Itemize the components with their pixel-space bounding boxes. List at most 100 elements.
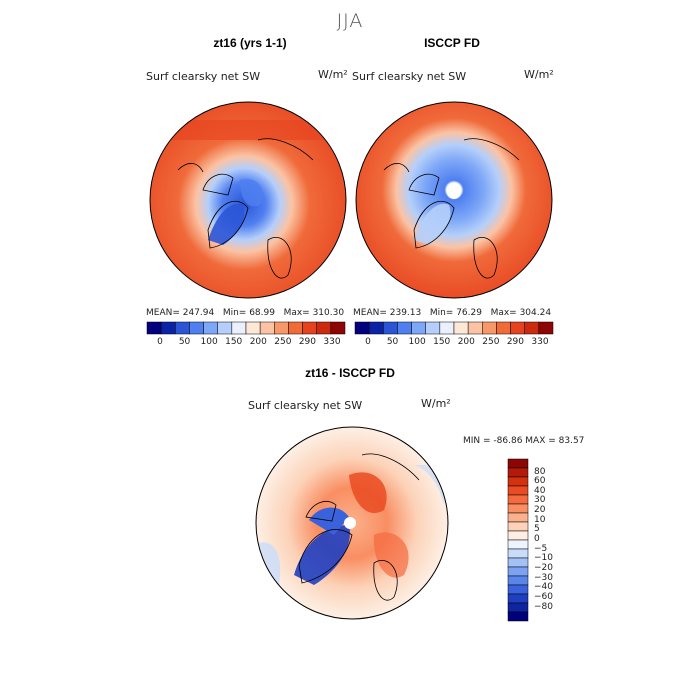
- colorbar-model-swatch: [259, 321, 275, 335]
- page-title: JJA: [336, 10, 364, 32]
- colorbar-diff: [507, 458, 529, 622]
- panel-title-model: zt16 (yrs 1-1): [213, 36, 287, 50]
- colorbar-model-swatch: [146, 321, 162, 335]
- polar-map-diff: [255, 426, 449, 620]
- colorbar-diff-swatch: [507, 467, 529, 478]
- colorbar-diff-swatch: [507, 539, 529, 550]
- colorbar-obs-tick-label: 200: [457, 337, 475, 347]
- colorbar-ticks-model: 0 50 100 150 200 250 290 330: [147, 337, 345, 349]
- colorbar-diff-tick-label: 80: [534, 466, 546, 477]
- colorbar-diff-swatch: [507, 530, 529, 541]
- colorbar-model-tick-label: 200: [249, 337, 267, 347]
- colorbar-diff-tick-label: 60: [534, 476, 546, 487]
- colorbar-obs-swatch: [496, 321, 511, 335]
- colorbar-model-swatch: [231, 321, 247, 335]
- colorbar-diff-swatch: [507, 566, 529, 577]
- colorbar-diff-swatch: [507, 503, 529, 514]
- colorbar-obs-tick-label: 150: [433, 337, 451, 347]
- stat-max-obs: Max= 304.24: [490, 308, 552, 318]
- polar-map-obs: [355, 101, 553, 299]
- colorbar-diff-swatch: [507, 485, 529, 496]
- colorbar-obs-tick-label: 50: [386, 337, 399, 347]
- colorbar-model-swatch: [330, 321, 346, 335]
- colorbar-obs-swatch: [538, 321, 554, 335]
- polar-map-model: [149, 101, 347, 299]
- colorbar-diff-swatch: [507, 593, 529, 604]
- colorbar-diff-tick-label: −5: [534, 543, 548, 554]
- variable-label-model: Surf clearsky net SW: [146, 70, 261, 83]
- colorbar-model-swatch: [189, 321, 204, 335]
- colorbar-model-swatch: [175, 321, 190, 335]
- colorbar-diff-tick-label: −60: [534, 591, 553, 602]
- colorbar-diff-tick-label: −40: [534, 582, 553, 593]
- colorbar-diff-tick-label: 40: [534, 485, 546, 496]
- colorbar-model-tick-label: 330: [323, 337, 341, 347]
- colorbar-diff-swatch: [507, 521, 529, 532]
- colorbar-diff-tick-label: 30: [534, 495, 546, 506]
- colorbar-diff-swatch: [507, 575, 529, 586]
- panel-title-obs: ISCCP FD: [424, 36, 480, 50]
- colorbar-obs-tick-label: 290: [506, 337, 525, 347]
- stats-obs: MEAN= 239.13 Min= 76.29 Max= 304.24: [353, 308, 551, 318]
- colorbar-model-swatch: [245, 321, 261, 335]
- colorbar-obs-swatch: [354, 321, 370, 335]
- stat-min-model: Min= 68.99: [222, 308, 275, 318]
- colorbar-diff-tick-label: 0: [534, 534, 540, 544]
- colorbar-diff-swatch: [507, 602, 529, 613]
- colorbar-obs-swatch: [425, 321, 441, 335]
- colorbar-model-swatch: [302, 321, 317, 335]
- colorbar-ticks-obs: 0 50 100 150 200 250 290 330: [355, 337, 553, 349]
- colorbar-obs-tick-label: 330: [531, 337, 549, 347]
- colorbar-model-swatch: [217, 321, 233, 335]
- colorbar-model-swatch: [274, 321, 289, 335]
- colorbar-model-tick-label: 250: [274, 337, 292, 347]
- units-label-obs: W/m²: [524, 68, 554, 81]
- colorbar-obs-tick-label: 250: [482, 337, 500, 347]
- minmax-diff: MIN = -86.86 MAX = 83.57: [463, 436, 585, 446]
- colorbar-obs-swatch: [524, 321, 540, 335]
- colorbar-diff-tick-label: 20: [534, 505, 546, 516]
- variable-label-obs: Surf clearsky net SW: [352, 70, 467, 83]
- colorbar-diff-tick-label: −20: [534, 562, 553, 573]
- colorbar-ticks-diff: 80 60 40 30 20 10 5 0 −5 −10 −20 −30 −40 −60 −80: [534, 459, 574, 621]
- colorbar-model-swatch: [288, 321, 303, 335]
- colorbar-model-tick-label: 290: [298, 337, 317, 347]
- colorbar-diff-swatch: [507, 512, 529, 523]
- units-label-diff: W/m²: [421, 397, 451, 410]
- colorbar-diff-swatch: [507, 557, 529, 568]
- colorbar-diff-tick-label: 5: [534, 524, 540, 535]
- colorbar-diff-swatch: [507, 548, 529, 559]
- colorbar-model-swatch: [203, 321, 218, 335]
- colorbar-obs: [354, 321, 554, 335]
- colorbar-model-swatch: [160, 321, 176, 335]
- colorbar-obs-swatch: [411, 321, 426, 335]
- colorbar-obs-swatch: [482, 321, 497, 335]
- colorbar-obs-tick-label: 0: [365, 337, 371, 347]
- colorbar-obs-swatch: [453, 321, 469, 335]
- colorbar-diff-swatch: [507, 611, 529, 622]
- colorbar-model-tick-label: 0: [157, 337, 163, 347]
- stat-mean-model: MEAN= 247.94: [146, 308, 215, 318]
- colorbar-obs-swatch: [383, 321, 398, 335]
- colorbar-diff-swatch: [507, 494, 529, 505]
- colorbar-diff-tick-label: −30: [534, 572, 553, 583]
- stats-model: MEAN= 247.94 Min= 68.99 Max= 310.30: [146, 308, 344, 318]
- colorbar-model-tick-label: 100: [200, 337, 218, 347]
- colorbar-obs-tick-label: 100: [408, 337, 426, 347]
- stat-mean-obs: MEAN= 239.13: [353, 308, 422, 318]
- variable-label-diff: Surf clearsky net SW: [248, 399, 363, 412]
- colorbar-diff-swatch: [507, 476, 529, 487]
- colorbar-obs-swatch: [467, 321, 483, 335]
- colorbar-model-tick-label: 50: [178, 337, 191, 347]
- colorbar-diff-tick-label: 10: [534, 514, 546, 525]
- colorbar-obs-swatch: [397, 321, 412, 335]
- colorbar-model: [146, 321, 346, 335]
- colorbar-diff-swatch: [507, 584, 529, 595]
- colorbar-obs-swatch: [368, 321, 384, 335]
- panel-title-diff: zt16 - ISCCP FD: [305, 366, 395, 380]
- colorbar-diff-tick-label: −80: [534, 601, 553, 612]
- stat-max-model: Max= 310.30: [283, 308, 345, 318]
- colorbar-model-swatch: [316, 321, 332, 335]
- colorbar-diff-swatch: [507, 458, 529, 469]
- units-label-model: W/m²: [318, 68, 348, 81]
